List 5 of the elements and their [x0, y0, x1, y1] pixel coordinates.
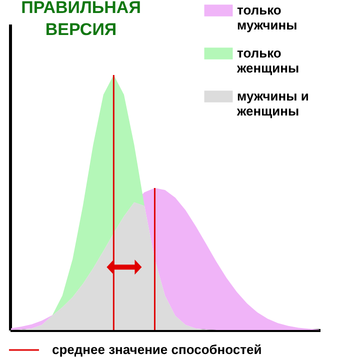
legend-label: мужчины и женщины — [236, 88, 309, 118]
legend-label: только женщины — [236, 46, 300, 76]
legend-label: только мужчины — [237, 2, 298, 32]
chart-title: ПРАВИЛЬНАЯ ВЕРСИЯ — [21, 0, 141, 39]
text: среднее значение способностей — [52, 342, 262, 357]
